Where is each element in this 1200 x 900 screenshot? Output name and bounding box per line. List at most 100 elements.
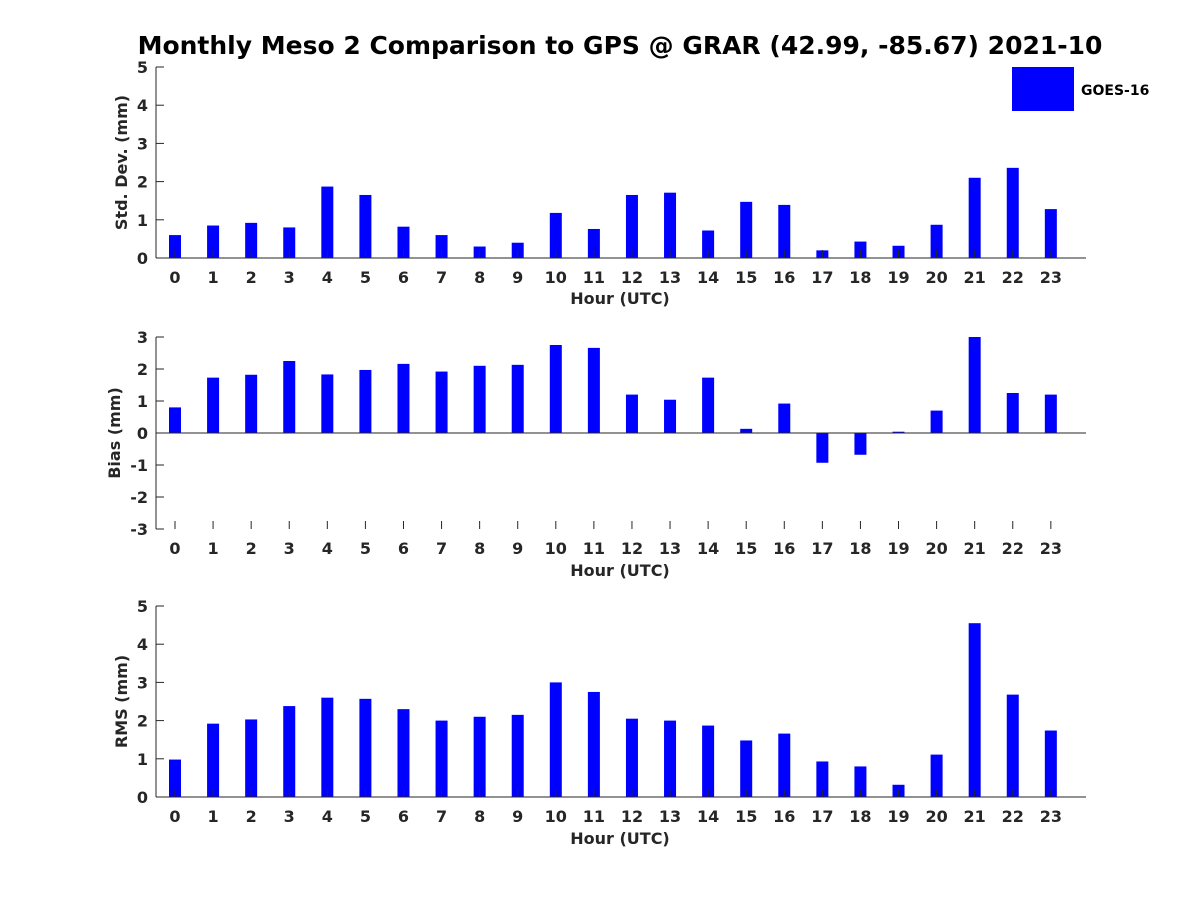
bar-1-hour-21 xyxy=(968,177,981,258)
bar-1-hour-11 xyxy=(587,228,600,258)
bar-2-hour-14 xyxy=(702,377,715,433)
bar-2-hour-2 xyxy=(245,374,258,433)
x-axis-label: Hour (UTC) xyxy=(570,561,670,580)
x-tick-label: 4 xyxy=(322,268,333,287)
bar-1-hour-4 xyxy=(321,186,334,258)
legend-label: GOES-16 xyxy=(1081,83,1149,99)
x-tick-label: 20 xyxy=(925,807,947,826)
bar-1-hour-13 xyxy=(664,192,677,258)
x-tick-label: 17 xyxy=(811,268,833,287)
x-tick-label: 13 xyxy=(659,268,681,287)
bar-3-hour-20 xyxy=(930,754,943,797)
y-axis-label: Bias (mm) xyxy=(105,387,124,479)
x-tick-label: 1 xyxy=(208,807,219,826)
x-tick-label: 14 xyxy=(697,807,719,826)
x-tick-label: 9 xyxy=(512,268,523,287)
bar-2-hour-17 xyxy=(816,433,829,463)
bar-2-hour-22 xyxy=(1006,393,1019,433)
bar-1-hour-7 xyxy=(435,235,448,258)
x-tick-label: 23 xyxy=(1040,268,1062,287)
bar-3-hour-8 xyxy=(473,716,486,797)
x-tick-label: 7 xyxy=(436,539,447,558)
x-tick-label: 13 xyxy=(659,807,681,826)
x-tick-label: 9 xyxy=(512,539,523,558)
bar-1-hour-6 xyxy=(397,226,410,258)
y-tick-label: 0 xyxy=(137,249,148,268)
x-tick-label: 10 xyxy=(545,539,567,558)
x-tick-label: 11 xyxy=(583,268,605,287)
x-tick-label: 10 xyxy=(545,807,567,826)
x-tick-label: 18 xyxy=(849,539,871,558)
bar-3-hour-0 xyxy=(169,759,181,797)
bar-3-hour-2 xyxy=(245,719,258,797)
y-tick-label: 5 xyxy=(137,58,148,77)
x-tick-label: 19 xyxy=(887,539,909,558)
x-tick-label: 15 xyxy=(735,807,757,826)
bar-3-hour-7 xyxy=(435,720,448,797)
x-tick-label: 22 xyxy=(1002,807,1024,826)
bar-1-hour-16 xyxy=(778,204,791,258)
bar-1-hour-20 xyxy=(930,224,943,258)
bar-3-hour-23 xyxy=(1044,730,1057,797)
y-tick-label: 2 xyxy=(137,360,148,379)
bar-3-hour-22 xyxy=(1006,694,1019,797)
y-tick-label: 5 xyxy=(137,597,148,616)
bar-3-hour-16 xyxy=(778,733,791,797)
y-tick-label: 1 xyxy=(137,392,148,411)
bar-3-hour-4 xyxy=(321,697,334,797)
y-tick-label: 3 xyxy=(137,134,148,153)
bar-2-hour-4 xyxy=(321,374,334,433)
bar-1-hour-0 xyxy=(169,235,181,258)
y-axis-label: RMS (mm) xyxy=(112,655,131,748)
x-tick-label: 5 xyxy=(360,539,371,558)
x-tick-label: 2 xyxy=(246,539,257,558)
x-tick-label: 1 xyxy=(208,539,219,558)
bar-1-hour-1 xyxy=(207,225,220,258)
x-tick-label: 20 xyxy=(925,539,947,558)
y-axis-label: Std. Dev. (mm) xyxy=(112,95,131,230)
x-tick-label: 2 xyxy=(246,807,257,826)
x-tick-label: 12 xyxy=(621,539,643,558)
x-tick-label: 13 xyxy=(659,539,681,558)
bar-3-hour-6 xyxy=(397,709,410,797)
y-tick-label: 3 xyxy=(137,673,148,692)
x-tick-label: 16 xyxy=(773,539,795,558)
bar-2-hour-18 xyxy=(854,433,867,455)
x-axis-label: Hour (UTC) xyxy=(570,829,670,848)
bar-3-hour-17 xyxy=(816,761,829,797)
bar-3-hour-3 xyxy=(283,706,296,797)
x-tick-label: 20 xyxy=(925,268,947,287)
x-tick-label: 8 xyxy=(474,807,485,826)
bar-1-hour-15 xyxy=(740,201,753,258)
x-tick-label: 6 xyxy=(398,268,409,287)
bar-2-hour-21 xyxy=(968,337,981,433)
bar-2-hour-19 xyxy=(892,431,905,433)
y-tick-label: 1 xyxy=(137,750,148,769)
x-tick-label: 14 xyxy=(697,268,719,287)
bar-3-hour-21 xyxy=(968,623,981,797)
y-tick-label: 2 xyxy=(137,173,148,192)
x-tick-label: 6 xyxy=(398,539,409,558)
x-tick-label: 15 xyxy=(735,268,757,287)
x-tick-label: 23 xyxy=(1040,807,1062,826)
bar-2-hour-8 xyxy=(473,365,486,433)
x-tick-label: 19 xyxy=(887,807,909,826)
bar-1-hour-10 xyxy=(549,212,562,258)
bar-3-hour-15 xyxy=(740,740,753,797)
x-tick-label: 15 xyxy=(735,539,757,558)
bar-3-hour-12 xyxy=(625,718,638,797)
bar-1-hour-22 xyxy=(1006,167,1019,258)
x-tick-label: 0 xyxy=(169,807,180,826)
bar-2-hour-11 xyxy=(587,347,600,433)
x-tick-label: 18 xyxy=(849,268,871,287)
y-tick-label: 4 xyxy=(137,635,148,654)
x-tick-label: 4 xyxy=(322,807,333,826)
bar-2-hour-6 xyxy=(397,363,410,433)
x-tick-label: 21 xyxy=(964,539,986,558)
x-tick-label: 2 xyxy=(246,268,257,287)
x-tick-label: 21 xyxy=(964,807,986,826)
bar-3-hour-14 xyxy=(702,725,715,797)
y-tick-label: -1 xyxy=(130,456,148,475)
